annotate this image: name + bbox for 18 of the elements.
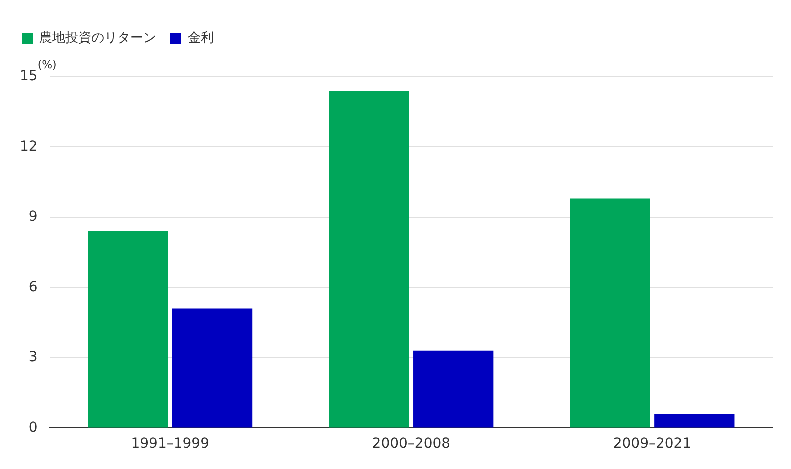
- legend-label: 金利: [188, 30, 214, 46]
- y-tick-label: 15: [20, 68, 38, 85]
- y-tick-label: 3: [28, 350, 38, 366]
- bar: [172, 308, 253, 428]
- y-tick-label: 0: [28, 420, 38, 436]
- legend-label: 農地投資のリターン: [40, 30, 156, 46]
- y-tick-label: 6: [28, 279, 38, 296]
- bar: [414, 350, 494, 428]
- bar: [570, 198, 650, 428]
- bar: [88, 232, 168, 428]
- bar: [654, 414, 735, 428]
- y-axis-title: (%): [38, 58, 57, 72]
- x-tick-label: 2000–2008: [372, 436, 451, 452]
- y-tick-label: 12: [20, 138, 38, 155]
- bar: [329, 91, 410, 428]
- x-tick-label: 2009–2021: [613, 436, 692, 452]
- y-tick-label: 9: [28, 209, 38, 226]
- x-tick-label: 1991–1999: [131, 436, 210, 452]
